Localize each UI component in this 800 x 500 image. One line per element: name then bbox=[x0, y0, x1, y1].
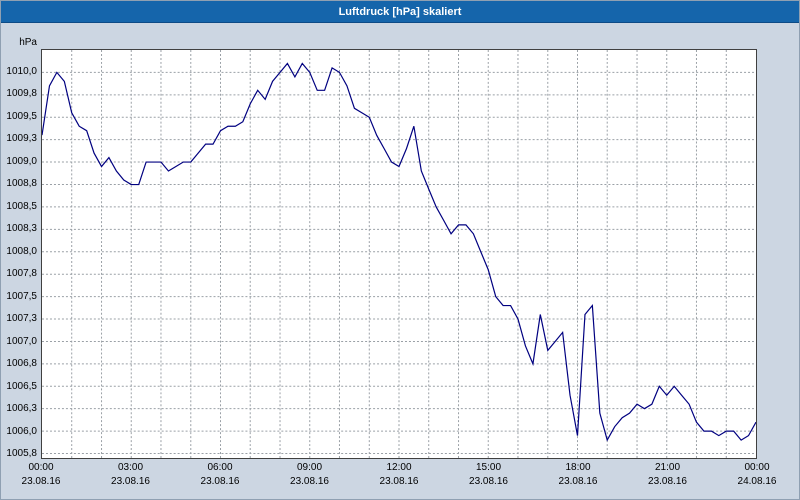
x-tick-date: 23.08.16 bbox=[290, 476, 329, 487]
y-tick-label: 1008,3 bbox=[6, 223, 37, 235]
chart-region: hPa 1010,0 1009,8 1009,5 1009,3 1009,0 1008,8… bbox=[1, 23, 799, 499]
y-tick-label: 1009,0 bbox=[6, 155, 37, 167]
y-tick-label: 1009,5 bbox=[6, 110, 37, 122]
y-tick-label: 1007,0 bbox=[6, 335, 37, 347]
x-tick-date: 24.08.16 bbox=[737, 476, 777, 487]
x-tick-time: 12:00 bbox=[386, 462, 412, 473]
y-tick-label: 1006,8 bbox=[6, 358, 37, 370]
y-tick-label: 1009,3 bbox=[6, 133, 37, 145]
x-tick-date: 23.08.16 bbox=[21, 476, 61, 487]
x-tick-time: 00:00 bbox=[744, 462, 770, 473]
x-tick-date: 23.08.16 bbox=[469, 476, 508, 487]
x-tick-date: 23.08.16 bbox=[379, 476, 419, 487]
plot-area bbox=[41, 49, 757, 459]
x-tick-date: 23.08.16 bbox=[558, 476, 598, 487]
y-tick-label: 1010,0 bbox=[6, 65, 37, 77]
window-title: Luftdruck [hPa] skaliert bbox=[338, 5, 462, 18]
y-tick-label: 1005,8 bbox=[6, 448, 37, 460]
y-tick-label: 1007,3 bbox=[6, 313, 37, 325]
y-tick-label: 1006,5 bbox=[6, 380, 37, 392]
x-tick-time: 15:00 bbox=[475, 462, 502, 473]
x-tick-time: 21:00 bbox=[654, 462, 681, 473]
x-tick-time: 03:00 bbox=[117, 462, 144, 473]
x-tick-time: 00:00 bbox=[28, 462, 54, 473]
y-tick-label: 1006,0 bbox=[6, 425, 37, 437]
y-tick-label: 1007,8 bbox=[6, 268, 37, 280]
x-tick-time: 18:00 bbox=[565, 462, 591, 473]
x-tick-time: 09:00 bbox=[296, 462, 323, 473]
y-tick-label: 1007,5 bbox=[6, 290, 37, 302]
x-tick-date: 23.08.16 bbox=[111, 476, 150, 487]
pressure-line-chart bbox=[42, 50, 756, 458]
y-tick-label: 1006,3 bbox=[6, 403, 37, 415]
title-bar: Luftdruck [hPa] skaliert bbox=[1, 1, 799, 23]
y-tick-label: 1008,5 bbox=[6, 200, 37, 212]
y-tick-label: 1008,0 bbox=[6, 245, 37, 257]
y-tick-label: 1008,8 bbox=[6, 178, 37, 190]
y-axis-unit-label: hPa bbox=[19, 37, 37, 48]
x-tick-date: 23.08.16 bbox=[648, 476, 687, 487]
x-tick-time: 06:00 bbox=[207, 462, 233, 473]
x-tick-date: 23.08.16 bbox=[200, 476, 240, 487]
y-tick-label: 1009,8 bbox=[6, 88, 37, 100]
